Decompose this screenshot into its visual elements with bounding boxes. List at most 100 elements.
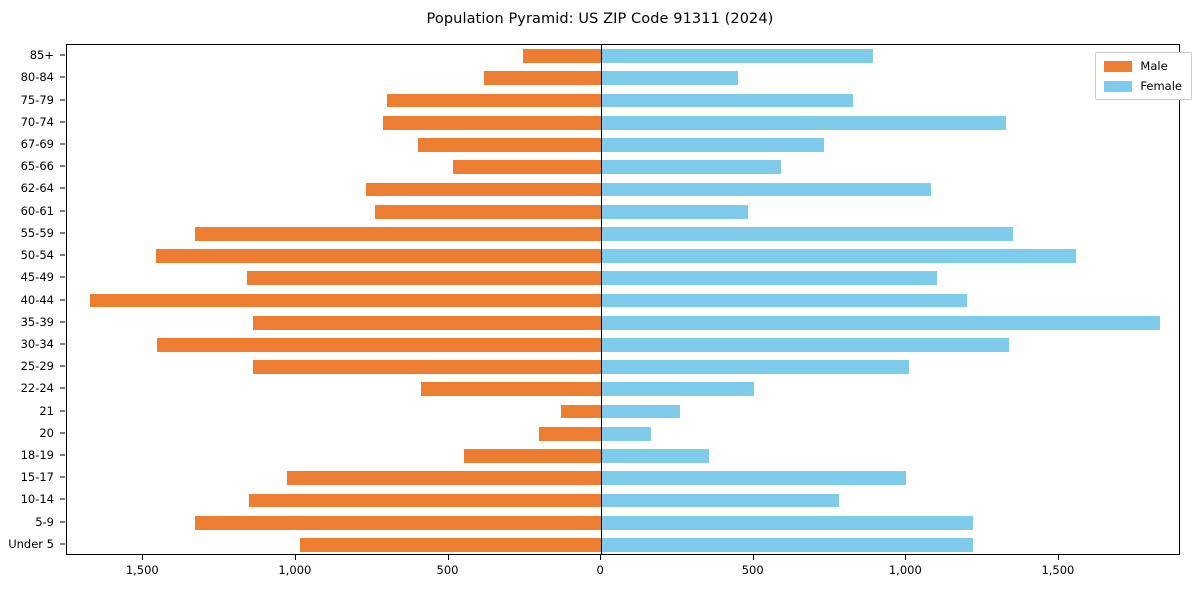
legend-label: Female xyxy=(1140,79,1182,93)
y-axis-tick xyxy=(60,299,65,300)
y-axis-tick xyxy=(60,76,65,78)
bar-row xyxy=(67,160,1179,175)
legend-entry-female[interactable]: Female xyxy=(1104,79,1182,93)
y-axis-tick xyxy=(60,187,65,189)
bar-male xyxy=(561,404,602,419)
x-axis-tick xyxy=(142,555,144,560)
chart-legend: Male Female xyxy=(1095,52,1192,100)
bar-male xyxy=(253,315,602,330)
x-axis-label: 1,500 xyxy=(1041,563,1075,577)
legend-label: Male xyxy=(1140,59,1168,73)
bar-female xyxy=(601,360,910,375)
y-axis-tick xyxy=(60,232,65,234)
y-axis-label: 20 xyxy=(39,425,54,440)
bar-row xyxy=(67,115,1179,130)
bar-female xyxy=(601,404,681,419)
bar-row xyxy=(67,182,1179,197)
bar-female xyxy=(601,515,974,530)
bar-female xyxy=(601,115,1006,130)
y-axis-label: 15-17 xyxy=(20,470,54,485)
x-axis-tick xyxy=(1057,555,1059,560)
y-axis-label: 65-66 xyxy=(20,159,54,174)
x-axis-tick xyxy=(447,555,449,560)
y-axis-tick xyxy=(60,321,65,323)
bar-female xyxy=(601,93,853,108)
y-axis-label: 80-84 xyxy=(20,70,54,85)
center-axis-line xyxy=(601,45,603,554)
bar-row xyxy=(67,293,1179,308)
y-axis-label: 5-9 xyxy=(35,514,54,529)
bar-row xyxy=(67,271,1179,286)
bar-male xyxy=(417,138,602,152)
y-axis-label: 75-79 xyxy=(20,92,54,107)
y-axis-label: 30-34 xyxy=(20,336,54,351)
y-axis-tick xyxy=(60,343,65,345)
bar-row xyxy=(67,315,1179,330)
bar-female xyxy=(601,160,782,175)
bar-row xyxy=(67,204,1179,219)
x-axis-label: 500 xyxy=(436,563,459,577)
legend-entry-male[interactable]: Male xyxy=(1104,59,1182,73)
y-axis-label: 22-24 xyxy=(20,381,54,396)
bar-female xyxy=(601,49,873,63)
y-axis-tick xyxy=(60,432,65,434)
y-axis-label: 21 xyxy=(39,403,54,418)
y-axis-label: 70-74 xyxy=(20,114,54,129)
x-axis-label: 0 xyxy=(596,563,604,577)
y-axis-tick xyxy=(60,276,65,278)
bar-row xyxy=(67,493,1179,508)
bar-male xyxy=(421,382,602,397)
y-axis-tick xyxy=(60,254,65,256)
bar-row xyxy=(67,360,1179,375)
bar-row xyxy=(67,404,1179,419)
bar-female xyxy=(601,449,710,463)
y-axis-label: 35-39 xyxy=(20,314,54,329)
x-axis-tick xyxy=(294,555,296,560)
bars-layer xyxy=(67,45,1179,554)
y-axis-label: 40-44 xyxy=(20,292,54,307)
y-axis-tick xyxy=(60,165,65,167)
y-axis-tick xyxy=(60,143,65,145)
bar-male xyxy=(538,426,602,441)
y-axis-tick xyxy=(60,54,65,56)
bar-female xyxy=(601,315,1160,330)
bar-female xyxy=(601,293,968,308)
y-axis-label: 25-29 xyxy=(20,359,54,374)
y-axis-label: Under 5 xyxy=(8,536,54,551)
bar-female xyxy=(601,338,1009,352)
bar-row xyxy=(67,338,1179,352)
bar-male xyxy=(89,293,602,308)
chart-title: Population Pyramid: US ZIP Code 91311 (2… xyxy=(426,11,774,27)
bar-female xyxy=(601,271,937,286)
y-axis-label: 67-69 xyxy=(20,136,54,151)
x-axis-label: 500 xyxy=(741,563,764,577)
bar-male xyxy=(253,360,602,375)
bar-row xyxy=(67,249,1179,263)
bar-row xyxy=(67,515,1179,530)
y-axis-tick xyxy=(60,476,65,478)
y-axis-tick xyxy=(60,387,65,389)
plot-area xyxy=(66,44,1180,555)
bar-male xyxy=(157,338,602,352)
bar-male xyxy=(453,160,602,175)
bar-female xyxy=(601,493,840,508)
bar-female xyxy=(601,226,1014,241)
y-axis-tick xyxy=(60,498,65,500)
y-axis-tick xyxy=(60,543,65,545)
bar-female xyxy=(601,382,754,397)
bar-row xyxy=(67,538,1179,552)
bar-row xyxy=(67,71,1179,86)
x-axis-label: 1,000 xyxy=(278,563,312,577)
bar-female xyxy=(601,426,652,441)
x-axis-tick xyxy=(600,555,602,560)
bar-row xyxy=(67,471,1179,486)
x-axis-label: 1,000 xyxy=(888,563,922,577)
bar-female xyxy=(601,138,824,152)
bar-female xyxy=(601,538,974,552)
bar-row xyxy=(67,382,1179,397)
legend-swatch-icon xyxy=(1104,60,1133,72)
y-axis-tick xyxy=(60,210,65,212)
y-axis-label: 45-49 xyxy=(20,270,54,285)
bar-male xyxy=(387,93,602,108)
